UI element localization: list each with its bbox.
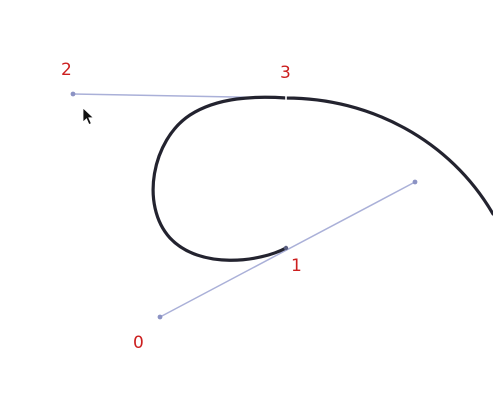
- point-label-3: 3: [280, 63, 291, 83]
- control-point-handle-end[interactable]: [412, 179, 418, 185]
- bezier-curve: [151, 95, 493, 262]
- control-point-0[interactable]: [157, 314, 163, 320]
- point-label-0: 0: [133, 333, 144, 353]
- control-point-2[interactable]: [70, 91, 76, 97]
- arrow-pointer-icon: [82, 107, 95, 126]
- point-label-2: 2: [61, 60, 72, 80]
- anchor-point-1[interactable]: [283, 245, 289, 251]
- point-label-1: 1: [291, 256, 302, 276]
